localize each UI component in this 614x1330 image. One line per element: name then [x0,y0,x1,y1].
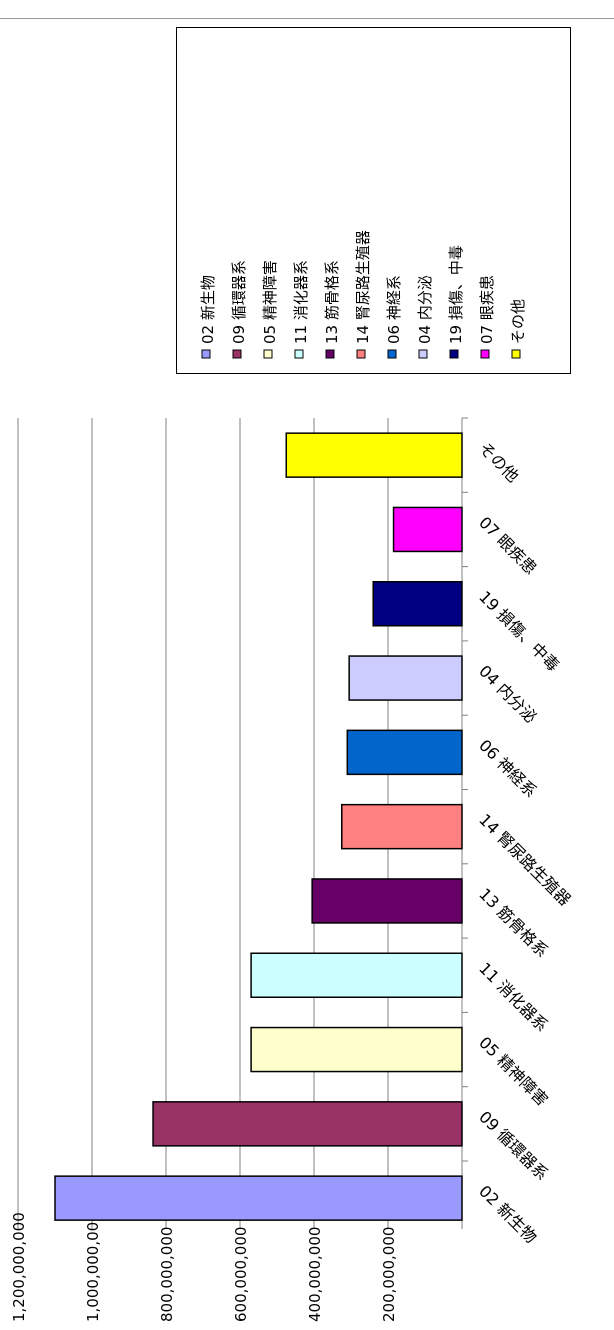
value-tick-label: 800,000,000 [158,1227,176,1322]
legend-label: 19 損傷、中毒 [447,245,465,344]
legend-label: 11 消化器系 [292,260,310,344]
category-label: その他 [475,439,522,486]
bars [54,432,463,1221]
legend-label: 09 循環器系 [230,260,248,344]
bar [285,432,463,478]
bar [348,655,463,701]
legend: 02 新生物 09 循環器系 05 精神障害 11 消化器系 13 筋骨格系 14 腎尿路… [199,230,527,359]
legend-label: 06 神経系 [385,275,403,344]
bar [372,581,463,627]
category-label: 06 神経系 [475,736,540,801]
legend-label: 13 筋骨格系 [323,260,341,344]
bar [392,506,463,553]
category-label: 07 眼疾患 [475,513,540,578]
category-label: 05 精神障害 [475,1033,552,1110]
legend-swatch [201,349,211,359]
legend-swatch [418,349,428,359]
legend-swatch [480,349,490,359]
legend-label: 02 新生物 [199,275,217,344]
category-label: 09 循環器系 [475,1107,552,1184]
value-axis-ticks: 1,200,000,000 1,000,000,000 800,000,000 600… [10,1212,463,1322]
legend-swatch [325,349,335,359]
bar [341,803,463,850]
category-label: 11 消化器系 [475,959,552,1036]
value-tick-label: 400,000,000 [306,1227,324,1322]
legend-label: 07 眼疾患 [478,275,496,344]
category-label: 04 内分泌 [475,661,540,726]
value-tick-label: 600,000,000 [232,1227,250,1322]
legend-swatch [511,349,521,359]
bar [250,952,463,998]
category-label: 13 筋骨格系 [475,884,552,961]
bar [346,729,463,776]
value-tick-label: 1,000,000,000 [84,1212,102,1322]
bar [311,878,463,924]
legend-swatch [387,349,397,359]
bar [152,1101,463,1147]
bar [54,1175,463,1221]
legend-label: 14 腎尿路生殖器 [354,230,372,344]
legend-swatch [294,349,304,359]
legend-box [176,27,571,374]
bar [250,1026,463,1073]
legend-swatch [263,349,273,359]
value-tick-label: 1,200,000,000 [10,1212,28,1322]
legend-label: その他 [509,299,527,344]
legend-swatch [449,349,459,359]
legend-label: 04 内分泌 [416,275,434,344]
legend-swatch [232,349,242,359]
top-rule [0,0,614,19]
legend-swatch [356,349,366,359]
legend-label: 05 精神障害 [261,260,279,344]
value-tick-label: 200,000,000 [380,1227,398,1322]
category-label: 02 新生物 [475,1182,540,1247]
